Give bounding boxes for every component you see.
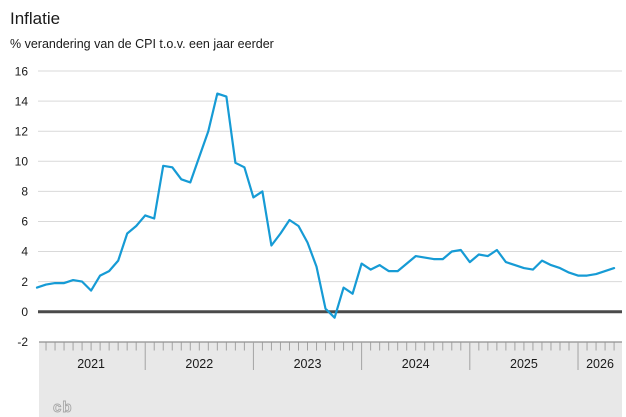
x-axis-year-label: 2025 xyxy=(510,357,538,371)
y-axis-tick-label: 14 xyxy=(15,94,29,108)
y-axis-tick-label: 2 xyxy=(21,275,28,289)
y-axis-tick-label: -2 xyxy=(17,335,28,349)
y-axis-tick-label: 8 xyxy=(21,185,28,199)
y-axis-tick-label: 6 xyxy=(21,215,28,229)
x-axis-band xyxy=(39,342,622,417)
x-axis-year-label: 2024 xyxy=(402,357,430,371)
y-axis-tick-label: 4 xyxy=(21,245,28,259)
x-axis-year-label: 2022 xyxy=(185,357,213,371)
cpb-logo: cb xyxy=(53,399,73,416)
inflation-series-line xyxy=(35,92,616,319)
y-axis-tick-label: 0 xyxy=(21,305,28,319)
x-axis-year-label: 2021 xyxy=(77,357,105,371)
x-axis-year-label: 2023 xyxy=(294,357,322,371)
x-axis-year-label: 2026 xyxy=(586,357,614,371)
chart-subtitle: % verandering van de CPI t.o.v. een jaar… xyxy=(10,37,274,51)
y-axis-tick-label: 12 xyxy=(15,124,29,138)
y-axis-tick-label: 10 xyxy=(15,155,29,169)
y-axis-tick-label: 16 xyxy=(15,64,29,78)
chart-title: Inflatie xyxy=(10,9,61,28)
